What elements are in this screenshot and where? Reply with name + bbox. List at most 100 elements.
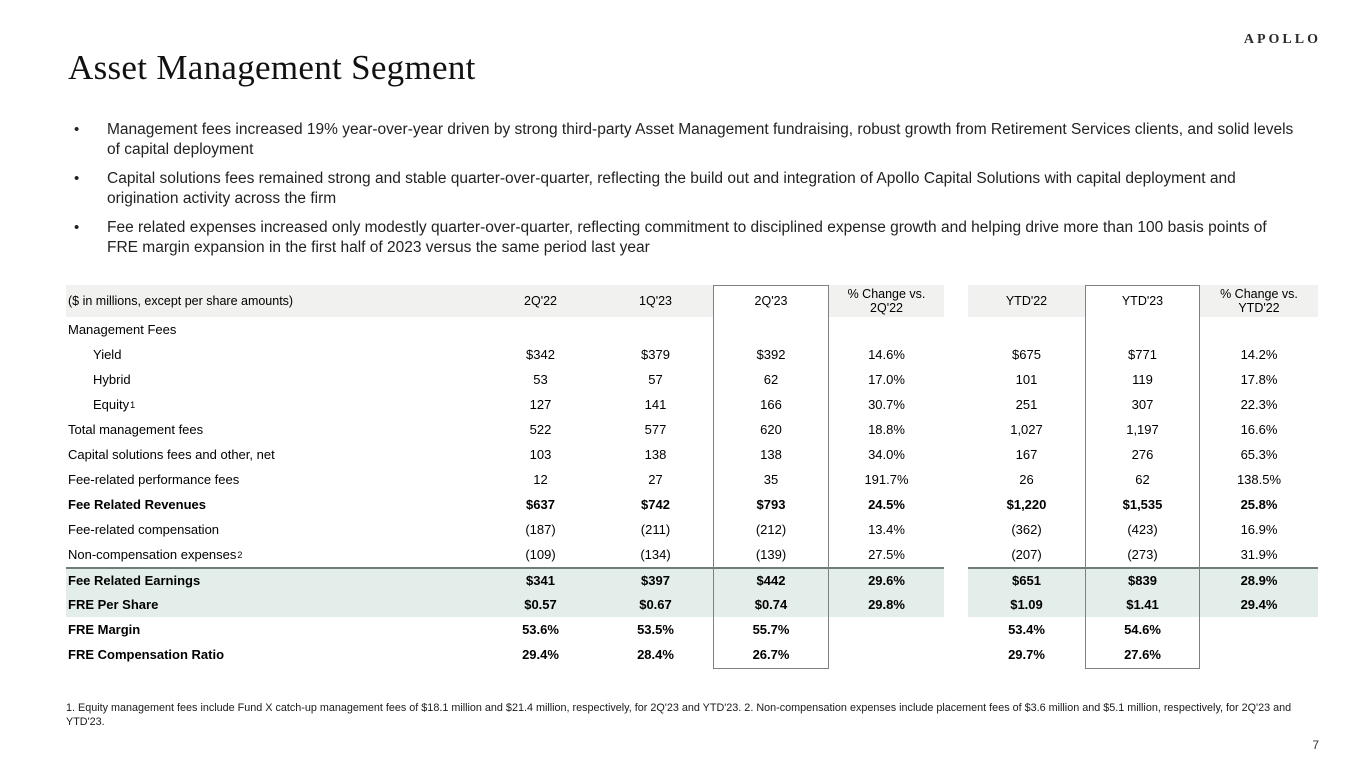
cell-value: (211) [640,522,671,537]
bullet-item: • Capital solutions fees remained strong… [74,169,1299,209]
column-gap [944,417,968,442]
cell-value: 103 [529,447,552,462]
cell-value: 191.7% [864,472,909,487]
cell-value: 53.6% [522,622,559,637]
cell-value: 29.4% [1200,592,1318,617]
cell-value: 65.3% [1240,447,1278,462]
cell-value: 138 [644,447,667,462]
cell-value: 53.5% [637,622,674,637]
row-label: FRE Per Share [66,592,483,617]
cell-value: $1.41 [1085,592,1200,617]
column-gap [944,392,968,417]
table-row: FRE Compensation Ratio 29.4% 28.4% 26.7% 29.… [66,642,1318,667]
cell-value: $675 [1012,347,1041,362]
table-row: Total management fees 522 577 620 18.8% 1,027… [66,417,1318,442]
column-gap [944,317,968,342]
bullet-text: Capital solutions fees remained strong a… [107,170,1236,207]
cell-value: 53.4% [1008,622,1045,637]
page-title: Asset Management Segment [68,48,476,87]
cell-value: (207) [1011,547,1042,562]
cell-value: $1,535 [1122,497,1163,512]
cell-value: $651 [968,567,1085,592]
bullet-icon: • [74,170,80,187]
column-header: 2Q'23 [713,285,829,317]
cell-value: $742 [641,497,670,512]
cell-value: 24.5% [868,497,905,512]
table-row: Capital solutions fees and other, net 103… [66,442,1318,467]
cell-value: $637 [526,497,555,512]
table-row: Non-compensation expenses 2 (109) (134) (139… [66,542,1318,567]
cell-value: 29.8% [829,592,944,617]
column-gap [944,492,968,517]
row-label: Non-compensation expenses 2 [68,547,243,562]
cell-value: $392 [756,347,786,362]
cell-value: (212) [755,522,787,537]
bullet-icon: • [74,121,80,138]
financial-table: ($ in millions, except per share amounts… [66,285,1318,669]
cell-value [1200,617,1318,642]
cell-value: 26.7% [752,647,790,662]
cell-value: 62 [1135,472,1150,487]
table-row: Fee Related Revenues $637 $742 $793 24.5% $1,… [66,492,1318,517]
column-gap [944,542,968,567]
table-body: Management Fees Yield $342 $379 $392 14.6% $67… [66,317,1318,667]
cell-value: 29.4% [522,647,559,662]
cell-value [829,617,944,642]
bullet-list: • Management fees increased 19% year-ove… [74,120,1299,267]
cell-value: 27.6% [1124,647,1161,662]
cell-value: 27.5% [868,547,905,562]
cell-value: 18.8% [868,422,905,437]
table-row: Equity 1 127 141 166 30.7% 251 307 22.3% [66,392,1318,417]
bullet-icon: • [74,219,80,236]
cell-value: 13.4% [868,522,905,537]
cell-value [713,317,829,342]
table-row: Fee Related Earnings $341 $397 $442 29.6% $65… [66,567,1318,592]
cell-value [968,317,1085,342]
cell-value: $1,220 [1006,497,1047,512]
table-row: Management Fees [66,317,1318,342]
cell-value: (362) [1011,522,1042,537]
cell-value [483,317,598,342]
bullet-item: • Fee related expenses increased only mo… [74,218,1299,258]
cell-value [1200,317,1318,342]
cell-value: 29.7% [1008,647,1045,662]
cell-value: 138.5% [1236,472,1282,487]
cell-value: 14.2% [1240,347,1278,362]
table-row: Fee-related compensation (187) (211) (212) 1… [66,517,1318,542]
cell-value: 138 [760,447,782,462]
cell-value: $839 [1085,567,1200,592]
table-row: FRE Margin 53.6% 53.5% 55.7% 53.4% 54.6% [66,617,1318,642]
cell-value: (187) [525,522,556,537]
cell-value: 53 [533,372,548,387]
cell-value: 17.8% [1240,372,1278,387]
bullet-item: • Management fees increased 19% year-ove… [74,120,1299,160]
bullet-text: Management fees increased 19% year-over-… [107,121,1294,158]
table-row: Yield $342 $379 $392 14.6% $675 $771 14.2% [66,342,1318,367]
cell-value: 26 [1019,472,1034,487]
cell-value: 31.9% [1240,547,1278,562]
row-label: Management Fees [68,322,177,337]
cell-value: 62 [763,372,779,387]
row-label: Fee-related performance fees [68,472,240,487]
row-label: Yield [93,347,122,362]
cell-value: 27 [648,472,663,487]
row-label: FRE Compensation Ratio [68,647,225,662]
cell-value: 34.0% [868,447,905,462]
row-label: Hybrid [93,372,131,387]
cell-value: 30.7% [868,397,905,412]
column-gap [944,285,968,317]
cell-value: 17.0% [868,372,905,387]
table-row: Fee-related performance fees 12 27 35 191.7%… [66,467,1318,492]
column-gap [944,517,968,542]
column-gap [944,467,968,492]
column-gap [944,592,968,617]
cell-value: 16.9% [1240,522,1278,537]
cell-value [829,317,944,342]
row-label: Total management fees [68,422,204,437]
column-header: 2Q'22 [483,285,598,317]
column-gap [944,442,968,467]
cell-value: 12 [533,472,548,487]
apollo-logo: APOLLO [1243,32,1321,47]
cell-value: 57 [648,372,663,387]
